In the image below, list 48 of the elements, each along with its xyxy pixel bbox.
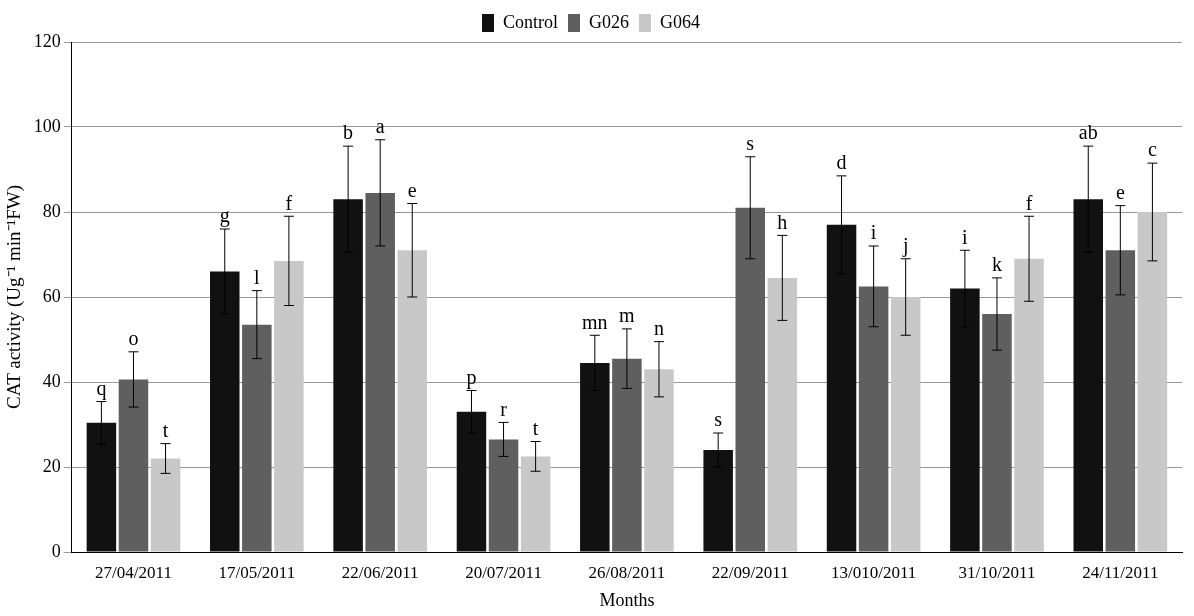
x-tick-label: 17/05/2011 [218, 562, 296, 582]
data-label: n [653, 316, 664, 339]
data-label: l [254, 265, 261, 288]
y-axis-title: CAT activity (Ug⁻¹ min⁻¹FW) [3, 184, 26, 410]
data-label: t [532, 416, 539, 439]
data-label: f [285, 191, 293, 214]
y-tick-label: 80 [42, 200, 61, 221]
data-label: i [962, 225, 969, 248]
data-label: c [1147, 138, 1157, 161]
x-tick-label: 27/04/2011 [95, 562, 172, 582]
y-tick-label: 120 [33, 30, 61, 51]
data-label: h [777, 210, 788, 233]
legend-label: G064 [660, 11, 700, 32]
data-label: e [1115, 180, 1125, 203]
data-label: e [407, 178, 417, 201]
data-label: r [500, 397, 508, 420]
data-label: k [991, 253, 1002, 276]
y-tick-label: 20 [42, 455, 61, 476]
y-tick-label: 100 [33, 115, 61, 136]
y-tick-label: 40 [42, 370, 61, 391]
data-label: ab [1078, 121, 1098, 144]
data-label: mn [582, 310, 608, 333]
x-tick-label: 22/06/2011 [341, 562, 419, 582]
x-tick-label: 24/11/2011 [1082, 562, 1159, 582]
x-tick-label: 13/010/2011 [830, 562, 917, 582]
data-label: s [746, 132, 755, 154]
x-axis-title: Months [599, 589, 655, 610]
data-label: o [128, 327, 139, 350]
data-label: s [714, 408, 723, 431]
x-tick-label: 26/08/2011 [588, 562, 666, 582]
data-label: f [1025, 191, 1033, 214]
data-label: a [375, 115, 385, 137]
data-label: j [901, 234, 909, 257]
data-label: p [466, 365, 477, 389]
data-label: g [219, 204, 230, 228]
data-label: t [162, 418, 169, 441]
data-label: i [870, 221, 877, 244]
data-label: q [96, 376, 107, 400]
legend-label: G026 [589, 11, 629, 32]
x-tick-label: 22/09/2011 [711, 562, 789, 582]
y-tick-label: 60 [42, 285, 61, 306]
legend-label: Control [503, 11, 559, 32]
y-tick-label: 0 [51, 540, 61, 561]
x-tick-label: 20/07/2011 [465, 562, 542, 582]
data-label: d [836, 151, 847, 174]
x-tick-label: 31/10/2011 [958, 562, 1036, 582]
data-label: b [343, 121, 354, 144]
data-label: m [619, 304, 636, 327]
